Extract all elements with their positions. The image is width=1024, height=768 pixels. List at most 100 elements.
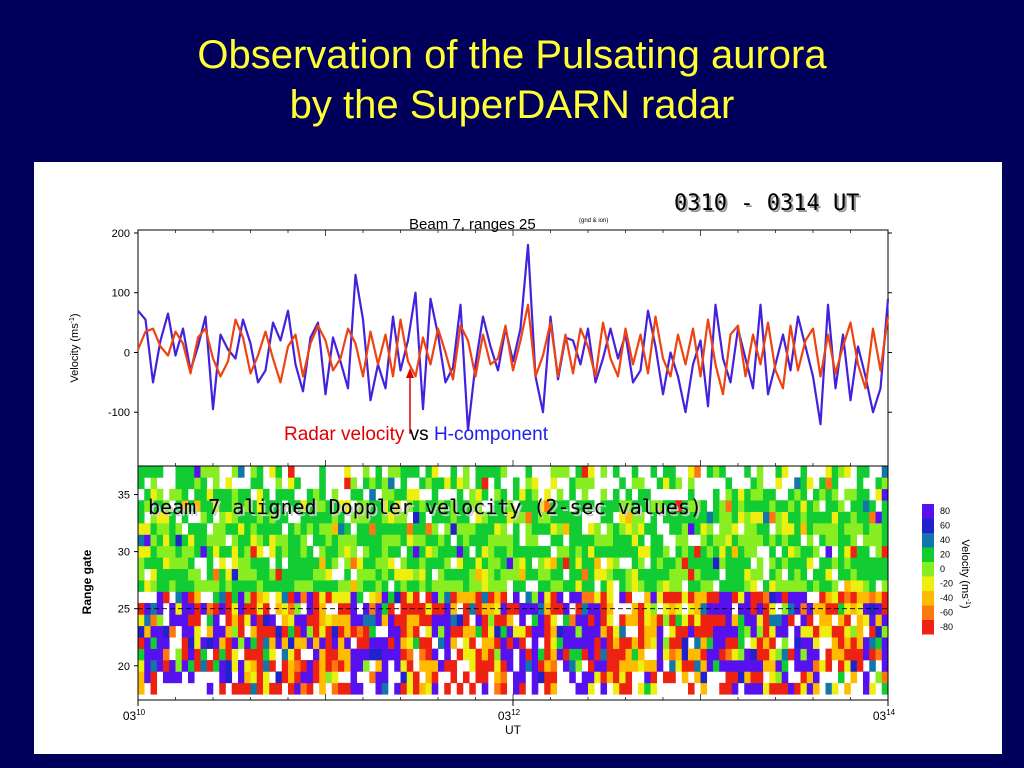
heatmap-cell	[144, 488, 151, 501]
heatmap-cell	[525, 466, 533, 478]
heatmap-cell	[381, 614, 389, 627]
heatmap-cell	[650, 545, 658, 558]
heatmap-cell	[194, 488, 201, 501]
heatmap-cell	[225, 648, 233, 661]
heatmap-cell	[250, 477, 258, 490]
heatmap-cell	[606, 671, 614, 684]
heatmap-cell	[631, 511, 639, 524]
heatmap-cell	[138, 625, 145, 638]
heatmap-cell	[600, 614, 608, 627]
heatmap-cell	[250, 637, 258, 649]
heatmap-cell	[875, 534, 883, 547]
heatmap-cell	[563, 523, 570, 535]
heatmap-cell	[400, 523, 408, 535]
heatmap-cell	[669, 614, 676, 627]
heatmap-cell	[763, 614, 770, 627]
heatmap-cell	[519, 500, 526, 512]
heatmap-cell	[375, 545, 383, 558]
heatmap-cell	[181, 500, 189, 512]
heatmap-cell	[794, 488, 801, 501]
heatmap-cell	[244, 648, 251, 661]
heatmap-cell	[169, 534, 176, 547]
heatmap-cell	[488, 466, 495, 478]
heatmap-cell	[294, 534, 301, 547]
heatmap-cell	[350, 591, 358, 604]
heatmap-cell	[356, 511, 364, 524]
heatmap-cell	[838, 648, 845, 661]
heatmap-cell	[656, 545, 664, 558]
heatmap-cell	[375, 671, 383, 684]
heatmap-cell	[494, 477, 501, 490]
heatmap-cell	[425, 523, 433, 535]
heatmap-cell	[831, 534, 839, 547]
heatmap-cell	[275, 466, 283, 478]
heatmap-cell	[513, 625, 520, 638]
heatmap-cell	[631, 545, 639, 558]
heatmap-cell	[181, 660, 189, 672]
heatmap-cell	[306, 511, 314, 524]
heatmap-cell	[588, 534, 595, 547]
heatmap-cell	[531, 637, 539, 649]
heatmap-cell	[413, 568, 420, 581]
heatmap-cell	[463, 580, 470, 592]
heatmap-cell	[725, 637, 733, 649]
heatmap-cell	[169, 660, 176, 672]
heatmap-cell	[475, 534, 483, 547]
heatmap-cell	[438, 568, 445, 581]
heatmap-cell	[213, 660, 220, 672]
heatmap-cell	[263, 568, 270, 581]
heatmap-cell	[575, 660, 583, 672]
heatmap-cell	[619, 682, 626, 695]
heatmap-cell	[813, 545, 820, 558]
heatmap-cell	[419, 477, 426, 490]
heatmap-cell	[175, 534, 183, 547]
heatmap-cell	[175, 523, 183, 535]
heatmap-cell	[725, 602, 733, 615]
heatmap-cell	[750, 602, 758, 615]
heatmap-cell	[500, 614, 508, 627]
heatmap-cell	[350, 488, 358, 501]
heatmap-cell	[544, 625, 551, 638]
heatmap-cell	[406, 648, 414, 661]
heatmap-cell	[525, 500, 533, 512]
heatmap-cell	[300, 660, 308, 672]
heatmap-cell	[575, 682, 583, 695]
heatmap-cell	[363, 523, 370, 535]
heatmap-cell	[688, 523, 695, 535]
heatmap-cell	[575, 500, 583, 512]
heatmap-cell	[706, 511, 714, 524]
heatmap-cell	[644, 568, 651, 581]
heatmap-cell	[569, 660, 576, 672]
heatmap-cell	[250, 568, 258, 581]
heatmap-cell	[256, 625, 264, 638]
heatmap-cell	[188, 591, 195, 604]
heatmap-cell	[213, 602, 220, 615]
heatmap-cell	[700, 625, 708, 638]
heatmap-cell	[594, 557, 601, 570]
heatmap-cell	[850, 660, 858, 672]
heatmap-cell	[769, 660, 776, 672]
heatmap-cell	[813, 660, 820, 672]
heatmap-cell	[325, 671, 333, 684]
heatmap-cell	[200, 637, 208, 649]
heatmap-cell	[381, 602, 389, 615]
heatmap-cell	[881, 625, 889, 638]
heatmap-cell	[744, 466, 751, 478]
heatmap-cell	[806, 682, 814, 695]
heatmap-cell	[756, 682, 764, 695]
heatmap-cell	[831, 488, 839, 501]
heatmap-cell	[394, 568, 401, 581]
heatmap-cell	[700, 648, 708, 661]
heatmap-cell	[175, 648, 183, 661]
heatmap-cell	[438, 580, 445, 592]
heatmap-cell	[688, 614, 695, 627]
heatmap-cell	[413, 580, 420, 592]
heatmap-cell	[275, 511, 283, 524]
heatmap-cell	[144, 557, 151, 570]
heatmap-cell	[500, 511, 508, 524]
heatmap-cell	[363, 637, 370, 649]
heatmap-cell	[231, 488, 239, 501]
heatmap-cell	[694, 602, 701, 615]
heatmap-cell	[775, 477, 783, 490]
heatmap-cell	[238, 591, 245, 604]
